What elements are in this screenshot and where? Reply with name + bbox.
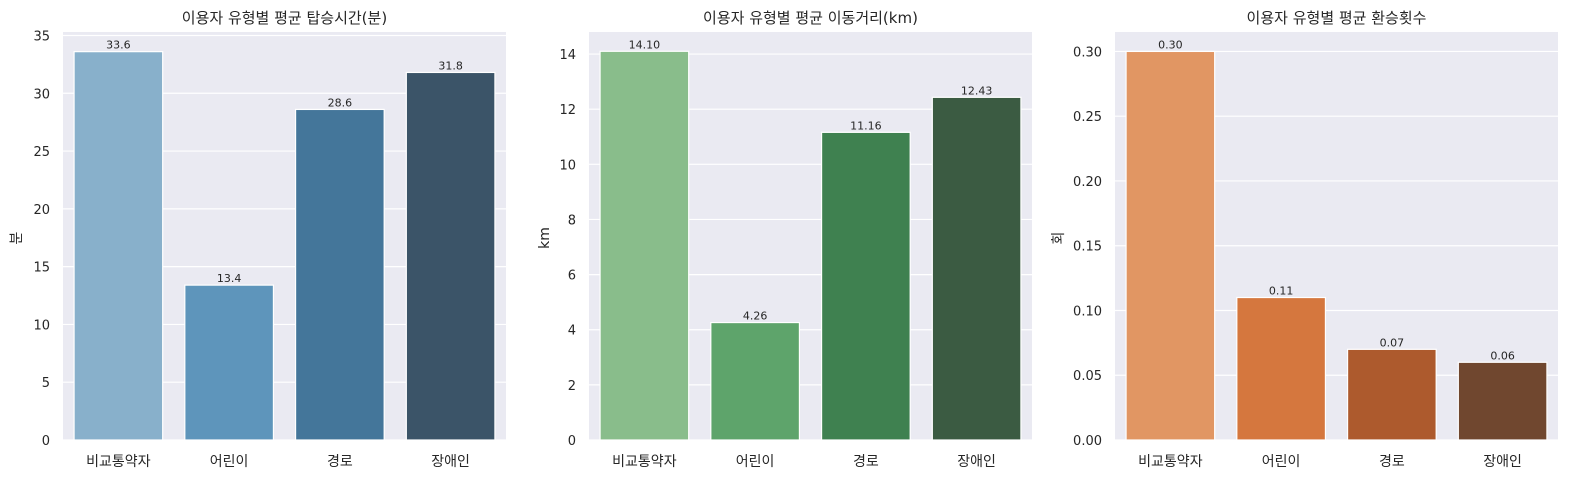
chart-1-bar xyxy=(405,71,496,441)
chart-2-data-label: 12.43 xyxy=(961,84,993,97)
chart-1-xtick-label: 비교통약자 xyxy=(86,454,151,470)
chart-2-ytick-label: 12 xyxy=(559,103,576,118)
chart-1-ytick-label: 0 xyxy=(42,434,50,449)
chart-1-ytick-label: 30 xyxy=(33,87,50,102)
chart-1-ytick-label: 10 xyxy=(33,318,50,333)
chart-1-xtick-label: 장애인 xyxy=(431,454,470,470)
chart-2-ylabel: km xyxy=(537,227,553,249)
chart-2-xtick-label: 장애인 xyxy=(957,454,996,470)
chart-2-xtick-label: 경로 xyxy=(853,454,879,470)
chart-1-panel: 이용자 유형별 평균 탑승시간(분) 분 0 5 10 15 20 25 30 35 33.6 비… xyxy=(9,9,506,470)
chart-3-title: 이용자 유형별 평균 환승횟수 xyxy=(1247,9,1427,27)
chart-1-ytick-label: 15 xyxy=(33,261,50,276)
chart-1-data-label: 33.6 xyxy=(106,39,131,52)
chart-3-bar xyxy=(1236,296,1327,441)
chart-2-ytick-label: 14 xyxy=(559,48,576,63)
chart-3-xtick-label: 어린이 xyxy=(1262,454,1301,470)
chart-2-ytick-label: 0 xyxy=(568,434,576,449)
chart-3-ytick-label: 0.25 xyxy=(1073,110,1102,125)
chart-2-bar xyxy=(931,96,1022,441)
chart-1-data-label: 28.6 xyxy=(328,96,353,109)
chart-3-xtick-label: 경로 xyxy=(1379,454,1405,470)
chart-1-xtick-label: 어린이 xyxy=(210,454,249,470)
chart-1-bar xyxy=(294,108,385,441)
chart-2-bar xyxy=(599,50,690,441)
chart-3-xtick-label: 장애인 xyxy=(1483,454,1522,470)
chart-2-data-label: 14.10 xyxy=(629,38,661,51)
chart-3-data-label: 0.11 xyxy=(1269,285,1294,298)
chart-2-data-label: 4.26 xyxy=(743,310,768,323)
chart-2-ytick-label: 6 xyxy=(568,269,576,284)
chart-1-data-label: 31.8 xyxy=(438,59,463,72)
chart-3-ylabel: 회 xyxy=(1051,232,1067,245)
chart-1-ytick-label: 25 xyxy=(33,145,50,160)
chart-1-ytick-label: 5 xyxy=(42,376,50,391)
chart-2-xtick-label: 비교통약자 xyxy=(612,454,677,470)
chart-2-bar xyxy=(820,131,911,441)
chart-1-ylabel: 분 xyxy=(9,231,25,244)
chart-1-ytick-label: 20 xyxy=(33,203,50,218)
chart-3-bar xyxy=(1125,50,1216,441)
chart-2-data-label: 11.16 xyxy=(850,119,882,132)
chart-1-data-label: 13.4 xyxy=(217,272,242,285)
chart-1-bar xyxy=(184,284,275,441)
chart-3-data-label: 0.30 xyxy=(1158,38,1183,51)
chart-2-ytick-label: 10 xyxy=(559,158,576,173)
chart-2-xtick-label: 어린이 xyxy=(736,454,775,470)
chart-3-ytick-label: 0.10 xyxy=(1073,304,1102,319)
chart-2-title: 이용자 유형별 평균 이동거리(km) xyxy=(703,9,918,27)
chart-3-ytick-label: 0.15 xyxy=(1073,240,1102,255)
chart-3-panel: 이용자 유형별 평균 환승횟수 회 0.00 0.05 0.10 0.15 0.20 0.… xyxy=(1051,9,1558,470)
chart-2-ytick-label: 8 xyxy=(568,213,576,228)
chart-3-ytick-label: 0.20 xyxy=(1073,175,1102,190)
chart-3-xtick-label: 비교통약자 xyxy=(1138,454,1203,470)
chart-2-panel: 이용자 유형별 평균 이동거리(km) km 0 2 4 6 8 10 12 14 14.10 비… xyxy=(537,9,1032,470)
chart-3-ytick-label: 0.30 xyxy=(1073,45,1102,60)
chart-1-xtick-label: 경로 xyxy=(327,454,353,470)
chart-1-title: 이용자 유형별 평균 탑승시간(분) xyxy=(182,9,387,27)
chart-2-bar xyxy=(710,321,801,441)
chart-3-bar xyxy=(1457,361,1548,441)
chart-3-bar xyxy=(1346,348,1437,441)
chart-3-data-label: 0.06 xyxy=(1490,349,1515,362)
chart-2-ytick-label: 2 xyxy=(568,379,576,394)
chart-1-bar xyxy=(73,51,164,441)
chart-3-ytick-label: 0.00 xyxy=(1073,434,1102,449)
chart-2-ytick-label: 4 xyxy=(568,324,576,339)
chart-3-ytick-label: 0.05 xyxy=(1073,369,1102,384)
chart-3-data-label: 0.07 xyxy=(1380,336,1405,349)
chart-1-ytick-label: 35 xyxy=(33,29,50,44)
